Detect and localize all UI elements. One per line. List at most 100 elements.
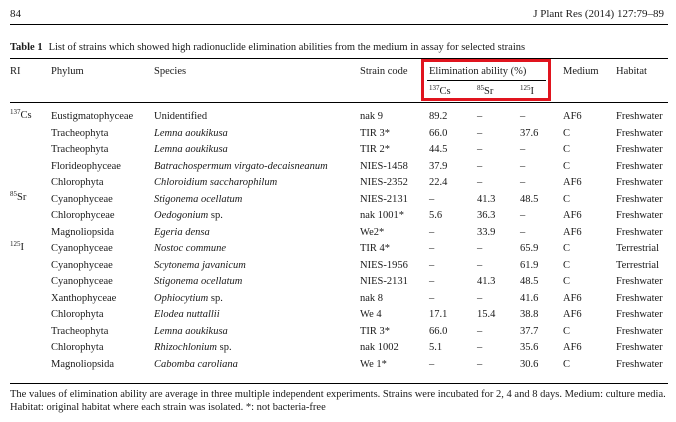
col-header-ri: RI bbox=[10, 66, 21, 77]
cell-i: – bbox=[520, 210, 526, 221]
cell-habitat: Terrestrial bbox=[616, 243, 659, 254]
cell-phylum: Cyanophyceae bbox=[51, 276, 113, 287]
cell-sr: – bbox=[477, 144, 483, 155]
cell-sr: – bbox=[477, 243, 483, 254]
table-row: Florideophyceae Batrachospermum virgato-d… bbox=[0, 161, 676, 177]
cell-sr: – bbox=[477, 161, 483, 172]
elimination-subheader-rule bbox=[427, 80, 546, 81]
table-row: Magnoliopsida Cabomba caroliana We 1* – – 30.… bbox=[0, 359, 676, 375]
cell-species: Chloroidium saccharophilum bbox=[154, 177, 278, 188]
cell-species: Nostoc commune bbox=[154, 243, 227, 254]
table-row: Tracheophyta Lemna aoukikusa TIR 3* 66.0 – 37… bbox=[0, 128, 676, 144]
cell-cs: – bbox=[429, 194, 435, 205]
cell-cs: 5.1 bbox=[429, 342, 443, 353]
cell-habitat: Freshwater bbox=[616, 309, 663, 320]
cell-species: Batrachospermum virgato-decaisneanum bbox=[154, 161, 328, 172]
cell-cs: 44.5 bbox=[429, 144, 448, 155]
cell-sr: – bbox=[477, 128, 483, 139]
cell-habitat: Freshwater bbox=[616, 111, 663, 122]
table-bottom-rule bbox=[10, 383, 668, 384]
cell-cs: 22.4 bbox=[429, 177, 448, 188]
col-header-elimination: Elimination ability (%) bbox=[429, 66, 527, 77]
table-row: Cyanophyceae Stigonema ocellatum NIES-2131… bbox=[0, 194, 676, 210]
cell-strain-code: We2* bbox=[360, 227, 385, 238]
cell-strain-code: nak 1002 bbox=[360, 342, 399, 353]
cell-i: 30.6 bbox=[520, 359, 539, 370]
cell-i: 48.5 bbox=[520, 276, 539, 287]
cell-strain-code: TIR 4* bbox=[360, 243, 391, 254]
cell-sr: 36.3 bbox=[477, 210, 496, 221]
subheader-cs: 137Cs bbox=[429, 84, 451, 97]
table-caption: Table 1 List of strains which showed high… bbox=[10, 42, 525, 53]
cell-habitat: Freshwater bbox=[616, 359, 663, 370]
cell-medium: C bbox=[563, 194, 571, 205]
cell-i: – bbox=[520, 177, 526, 188]
cell-cs: 66.0 bbox=[429, 326, 448, 337]
cell-medium: AF6 bbox=[563, 111, 582, 122]
cell-medium: C bbox=[563, 128, 571, 139]
cell-sr: – bbox=[477, 177, 483, 188]
cell-strain-code: NIES-2352 bbox=[360, 177, 408, 188]
cell-i: 37.7 bbox=[520, 326, 539, 337]
cell-species: Rhizochlonium sp. bbox=[154, 342, 232, 353]
cell-i: 65.9 bbox=[520, 243, 539, 254]
cell-species: Lemna aoukikusa bbox=[154, 128, 228, 139]
table-row: Tracheophyta Lemna aoukikusa TIR 2* 44.5 – – C… bbox=[0, 144, 676, 160]
cell-strain-code: NIES-2131 bbox=[360, 276, 408, 287]
cell-medium: AF6 bbox=[563, 309, 582, 320]
cell-medium: AF6 bbox=[563, 342, 582, 353]
cell-sr: 33.9 bbox=[477, 227, 496, 238]
cell-phylum: Cyanophyceae bbox=[51, 260, 113, 271]
cell-phylum: Chlorophyta bbox=[51, 177, 104, 188]
col-header-medium: Medium bbox=[563, 66, 599, 77]
table-caption-text: List of strains which showed high radion… bbox=[48, 42, 526, 53]
cell-cs: 37.9 bbox=[429, 161, 448, 172]
cell-medium: C bbox=[563, 260, 571, 271]
cell-habitat: Terrestrial bbox=[616, 260, 659, 271]
cell-strain-code: TIR 2* bbox=[360, 144, 391, 155]
cell-habitat: Freshwater bbox=[616, 128, 663, 139]
cell-medium: C bbox=[563, 326, 571, 337]
cell-sr: – bbox=[477, 326, 483, 337]
table-row: Magnoliopsida Egeria densa We2* – 33.9 – AF6 Fr… bbox=[0, 227, 676, 243]
table-row: Cyanophyceae Scytonema javanicum NIES-1956… bbox=[0, 260, 676, 276]
cell-phylum: Chlorophyceae bbox=[51, 210, 115, 221]
cell-species: Lemna aoukikusa bbox=[154, 144, 228, 155]
cell-species: Stigonema ocellatum bbox=[154, 194, 243, 205]
cell-i: – bbox=[520, 227, 526, 238]
cell-phylum: Xanthophyceae bbox=[51, 293, 117, 304]
cell-sr: – bbox=[477, 111, 483, 122]
cell-phylum: Cyanophyceae bbox=[51, 243, 113, 254]
col-header-phylum: Phylum bbox=[51, 66, 84, 77]
cell-habitat: Freshwater bbox=[616, 161, 663, 172]
cell-phylum: Tracheophyta bbox=[51, 144, 109, 155]
cell-habitat: Freshwater bbox=[616, 227, 663, 238]
cell-species: Stigonema ocellatum bbox=[154, 276, 243, 287]
cell-cs: – bbox=[429, 243, 435, 254]
subheader-i: 125I bbox=[520, 84, 534, 97]
cell-sr: – bbox=[477, 293, 483, 304]
top-rule bbox=[10, 24, 668, 25]
cell-habitat: Freshwater bbox=[616, 177, 663, 188]
cell-phylum: Chlorophyta bbox=[51, 342, 104, 353]
cell-cs: 89.2 bbox=[429, 111, 448, 122]
cell-phylum: Magnoliopsida bbox=[51, 227, 114, 238]
table-header-rule bbox=[10, 102, 668, 103]
table-row: Eustigmatophyceae Unidentified nak 9 89.2 – –… bbox=[0, 111, 676, 127]
cell-cs: – bbox=[429, 293, 435, 304]
cell-sr: 41.3 bbox=[477, 276, 496, 287]
cell-phylum: Magnoliopsida bbox=[51, 359, 114, 370]
cell-cs: 5.6 bbox=[429, 210, 443, 221]
cell-phylum: Florideophyceae bbox=[51, 161, 121, 172]
cell-phylum: Cyanophyceae bbox=[51, 194, 113, 205]
table-row: Chlorophyta Chloroidium saccharophilum NIE… bbox=[0, 177, 676, 193]
cell-species: Ophiocytium sp. bbox=[154, 293, 223, 304]
table-row: Tracheophyta Lemna aoukikusa TIR 3* 66.0 – 37… bbox=[0, 326, 676, 342]
cell-phylum: Tracheophyta bbox=[51, 128, 109, 139]
col-header-species: Species bbox=[154, 66, 187, 77]
subheader-sr: 85Sr bbox=[477, 84, 494, 97]
cell-medium: AF6 bbox=[563, 210, 582, 221]
cell-phylum: Chlorophyta bbox=[51, 309, 104, 320]
cell-sr: 15.4 bbox=[477, 309, 496, 320]
table-row: Cyanophyceae Stigonema ocellatum NIES-2131… bbox=[0, 276, 676, 292]
